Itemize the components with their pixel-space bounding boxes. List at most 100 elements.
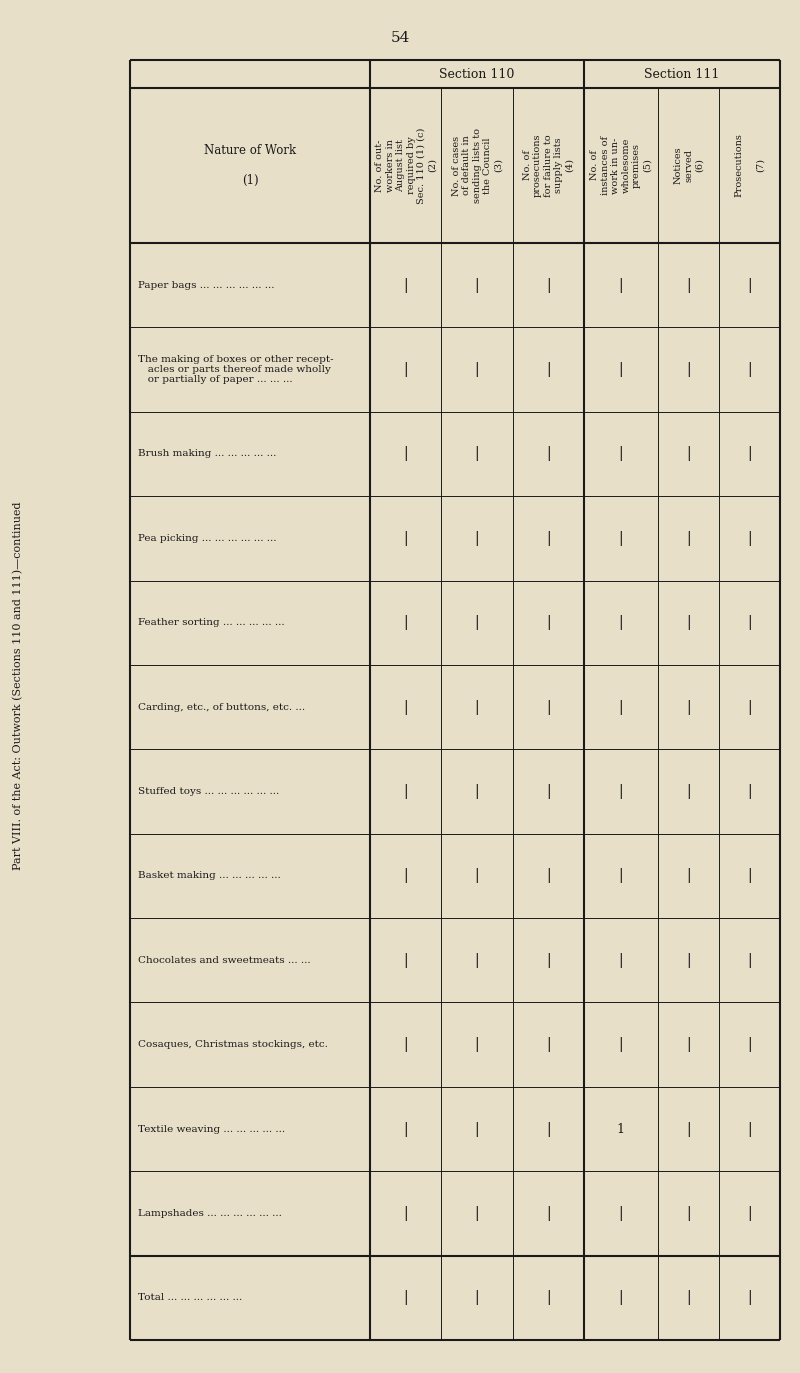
Text: |: |	[618, 362, 623, 378]
Text: |: |	[546, 362, 550, 378]
Text: |: |	[747, 868, 752, 883]
Text: |: |	[546, 615, 550, 630]
Text: |: |	[618, 446, 623, 461]
Text: |: |	[618, 277, 623, 292]
Text: |: |	[747, 700, 752, 714]
Text: |: |	[403, 953, 408, 968]
Text: Feather sorting ... ... ... ... ...: Feather sorting ... ... ... ... ...	[138, 618, 285, 627]
Text: No. of
instances of
work in un-
wholesome
premises
(5): No. of instances of work in un- wholesom…	[590, 136, 651, 195]
Text: |: |	[747, 615, 752, 630]
Text: Cosaques, Christmas stockings, etc.: Cosaques, Christmas stockings, etc.	[138, 1041, 328, 1049]
Text: |: |	[618, 953, 623, 968]
Text: Pea picking ... ... ... ... ... ...: Pea picking ... ... ... ... ... ...	[138, 534, 277, 542]
Text: |: |	[747, 446, 752, 461]
Text: Stuffed toys ... ... ... ... ... ...: Stuffed toys ... ... ... ... ... ...	[138, 787, 279, 796]
Text: |: |	[686, 615, 691, 630]
Text: |: |	[686, 277, 691, 292]
Text: |: |	[403, 1122, 408, 1137]
Text: Section 110: Section 110	[439, 67, 514, 81]
Text: Carding, etc., of buttons, etc. ...: Carding, etc., of buttons, etc. ...	[138, 703, 305, 711]
Text: |: |	[747, 531, 752, 546]
Text: |: |	[546, 953, 550, 968]
Text: Chocolates and sweetmeats ... ...: Chocolates and sweetmeats ... ...	[138, 956, 310, 965]
Text: |: |	[686, 1122, 691, 1137]
Text: The making of boxes or other recept-
   acles or parts thereof made wholly
   or: The making of boxes or other recept- acl…	[138, 354, 334, 384]
Text: |: |	[546, 1122, 550, 1137]
Text: |: |	[747, 1122, 752, 1137]
Text: Section 111: Section 111	[644, 67, 719, 81]
Text: |: |	[546, 531, 550, 546]
Text: |: |	[686, 700, 691, 714]
Text: |: |	[403, 615, 408, 630]
Text: |: |	[747, 784, 752, 799]
Text: |: |	[403, 700, 408, 714]
Text: |: |	[546, 446, 550, 461]
Text: |: |	[474, 1205, 479, 1221]
Text: |: |	[686, 868, 691, 883]
Text: |: |	[546, 1291, 550, 1306]
Text: |: |	[403, 784, 408, 799]
Text: |: |	[474, 446, 479, 461]
Text: |: |	[546, 277, 550, 292]
Text: |: |	[474, 868, 479, 883]
Text: |: |	[747, 1291, 752, 1306]
Text: Lampshades ... ... ... ... ... ...: Lampshades ... ... ... ... ... ...	[138, 1208, 282, 1218]
Text: |: |	[474, 1122, 479, 1137]
Text: |: |	[403, 1037, 408, 1052]
Text: Total ... ... ... ... ... ...: Total ... ... ... ... ... ...	[138, 1293, 242, 1303]
Text: |: |	[403, 1291, 408, 1306]
Text: |: |	[403, 362, 408, 378]
Text: |: |	[546, 1037, 550, 1052]
Text: |: |	[474, 531, 479, 546]
Text: |: |	[747, 1037, 752, 1052]
Text: |: |	[686, 446, 691, 461]
Text: |: |	[618, 615, 623, 630]
Text: Brush making ... ... ... ... ...: Brush making ... ... ... ... ...	[138, 449, 276, 459]
Text: |: |	[546, 868, 550, 883]
Text: |: |	[686, 953, 691, 968]
Text: 54: 54	[390, 32, 410, 45]
Text: Part VIII. of the Act: Outwork (Sections 110 and 111)—continued: Part VIII. of the Act: Outwork (Sections…	[13, 501, 23, 870]
Text: Paper bags ... ... ... ... ... ...: Paper bags ... ... ... ... ... ...	[138, 280, 274, 290]
Text: |: |	[686, 1205, 691, 1221]
Text: |: |	[686, 784, 691, 799]
Text: |: |	[686, 362, 691, 378]
Text: |: |	[403, 277, 408, 292]
Text: |: |	[403, 531, 408, 546]
Text: |: |	[546, 784, 550, 799]
Text: |: |	[474, 953, 479, 968]
Text: No. of cases
of default in
sending lists to
the Council
(3): No. of cases of default in sending lists…	[452, 128, 502, 203]
Text: |: |	[403, 868, 408, 883]
Text: |: |	[474, 784, 479, 799]
Text: |: |	[618, 1205, 623, 1221]
Text: 1: 1	[617, 1123, 625, 1135]
Text: |: |	[618, 531, 623, 546]
Text: No. of
prosecutions
for failure to
supply lists
(4): No. of prosecutions for failure to suppl…	[522, 133, 574, 198]
Text: |: |	[474, 277, 479, 292]
Text: No. of out-
workers in
August list
required by
Sec. 110 (1) (c)
(2): No. of out- workers in August list requi…	[375, 128, 437, 203]
Text: |: |	[474, 362, 479, 378]
Text: |: |	[546, 700, 550, 714]
Text: |: |	[747, 277, 752, 292]
Text: |: |	[747, 362, 752, 378]
Text: |: |	[618, 1037, 623, 1052]
Text: |: |	[618, 1291, 623, 1306]
Text: |: |	[686, 1291, 691, 1306]
Text: Textile weaving ... ... ... ... ...: Textile weaving ... ... ... ... ...	[138, 1124, 285, 1134]
Text: |: |	[686, 531, 691, 546]
Text: |: |	[546, 1205, 550, 1221]
Text: |: |	[618, 868, 623, 883]
Text: |: |	[403, 1205, 408, 1221]
Text: Prosecutions

(7): Prosecutions (7)	[734, 133, 765, 198]
Text: |: |	[474, 700, 479, 714]
Text: |: |	[618, 784, 623, 799]
Text: |: |	[747, 1205, 752, 1221]
Text: |: |	[474, 1291, 479, 1306]
Text: |: |	[474, 615, 479, 630]
Text: |: |	[618, 700, 623, 714]
Text: |: |	[747, 953, 752, 968]
Text: |: |	[403, 446, 408, 461]
Text: |: |	[474, 1037, 479, 1052]
Text: Basket making ... ... ... ... ...: Basket making ... ... ... ... ...	[138, 872, 281, 880]
Text: Nature of Work

(1): Nature of Work (1)	[204, 144, 296, 187]
